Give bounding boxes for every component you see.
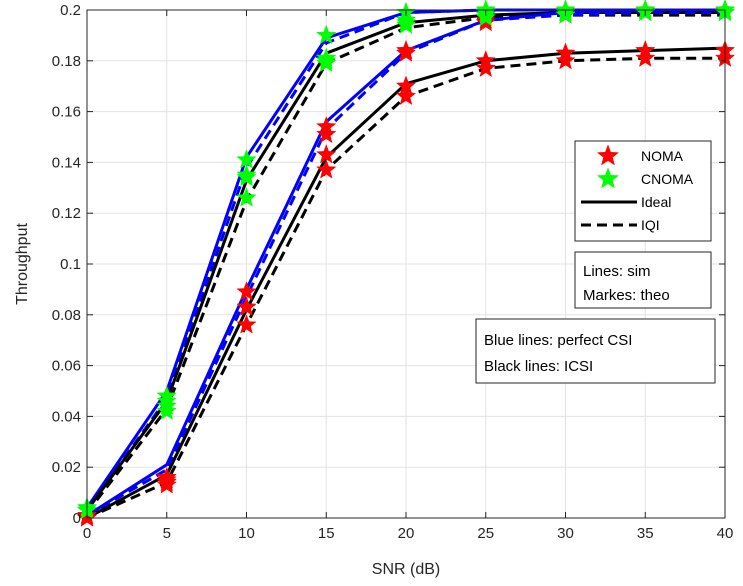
x-axis-label: SNR (dB) — [372, 561, 440, 578]
legend-label-noma: NOMA — [641, 148, 684, 164]
marker-noma-theo-2-3 — [316, 144, 337, 164]
marker-cnoma-theo-3-1 — [156, 400, 177, 420]
y-tick-label: 0.04 — [52, 408, 81, 425]
axis-ticks: 0 5 10 15 20 25 30 35 40 0 0.02 0.04 0.06 0.08 0.1 0.12… — [52, 2, 734, 542]
y-tick-label: 0 — [73, 510, 81, 527]
annotation-csi: Blue lines: perfect CSI Black lines: ICS… — [475, 318, 716, 384]
x-tick-label: 20 — [398, 525, 415, 542]
y-tick-label: 0.1 — [60, 256, 81, 273]
marker-noma-theo-3-1 — [156, 474, 177, 494]
annotation-lines-sim: Lines: sim — [583, 263, 651, 280]
x-tick-label: 30 — [557, 525, 574, 542]
legend-glyph-noma — [596, 144, 620, 166]
y-tick-label: 0.16 — [52, 104, 81, 121]
marker-noma-theo-3-6 — [555, 50, 576, 70]
x-tick-label: 40 — [717, 525, 734, 542]
annotation-sim-theo: Lines: sim Markes: theo — [574, 251, 712, 309]
marker-noma-theo-3-2 — [236, 314, 257, 334]
marker-noma-theo-0-2 — [236, 281, 257, 301]
x-tick-label: 5 — [163, 525, 171, 542]
y-tick-label: 0.18 — [52, 53, 81, 70]
marker-noma-theo-3-5 — [475, 57, 496, 78]
annotation-black-lines: Black lines: ICSI — [484, 358, 593, 375]
marker-cnoma-theo-3-5 — [475, 6, 496, 27]
marker-noma-theo-2-2 — [236, 296, 257, 316]
annotation-box-sim-theo — [574, 251, 712, 309]
x-tick-label: 15 — [318, 525, 335, 542]
x-tick-label: 35 — [637, 525, 654, 542]
y-tick-label: 0.14 — [52, 154, 81, 171]
y-tick-label: 0.08 — [52, 307, 81, 324]
y-tick-label: 0.2 — [60, 2, 81, 19]
legend-label-ideal: Ideal — [641, 194, 671, 210]
marker-cnoma-theo-0-3 — [316, 24, 337, 45]
annotation-markers-theo: Markes: theo — [583, 287, 670, 304]
y-tick-label: 0.02 — [52, 459, 81, 476]
marker-cnoma-theo-2-2 — [236, 166, 257, 187]
marker-noma-theo-3-7 — [635, 47, 656, 67]
annotation-box-csi — [475, 318, 716, 384]
legend-label-cnoma: CNOMA — [641, 171, 694, 187]
marker-noma-theo-3-4 — [395, 85, 417, 106]
y-tick-label: 0.06 — [52, 358, 81, 375]
marker-cnoma-theo-3-4 — [395, 14, 417, 34]
y-tick-label: 0.12 — [52, 205, 81, 222]
legend-glyphs — [581, 144, 637, 227]
legend-glyph-cnoma — [596, 167, 620, 189]
marker-cnoma-theo-0-2 — [236, 149, 257, 169]
legend-label-iqi: IQI — [641, 217, 660, 233]
legend: NOMA CNOMA Ideal IQI — [574, 140, 712, 242]
x-tick-label: 10 — [238, 525, 255, 542]
x-tick-label: 25 — [477, 525, 494, 542]
annotation-blue-lines: Blue lines: perfect CSI — [484, 332, 632, 349]
marker-noma-theo-1-4 — [395, 42, 417, 62]
y-axis-label: Throughput — [14, 223, 31, 305]
marker-noma-theo-3-3 — [316, 159, 337, 179]
marker-cnoma-theo-3-2 — [236, 187, 257, 207]
x-tick-label: 0 — [83, 525, 91, 542]
marker-noma-theo-1-3 — [316, 123, 337, 144]
marker-cnoma-theo-3-3 — [316, 52, 337, 72]
